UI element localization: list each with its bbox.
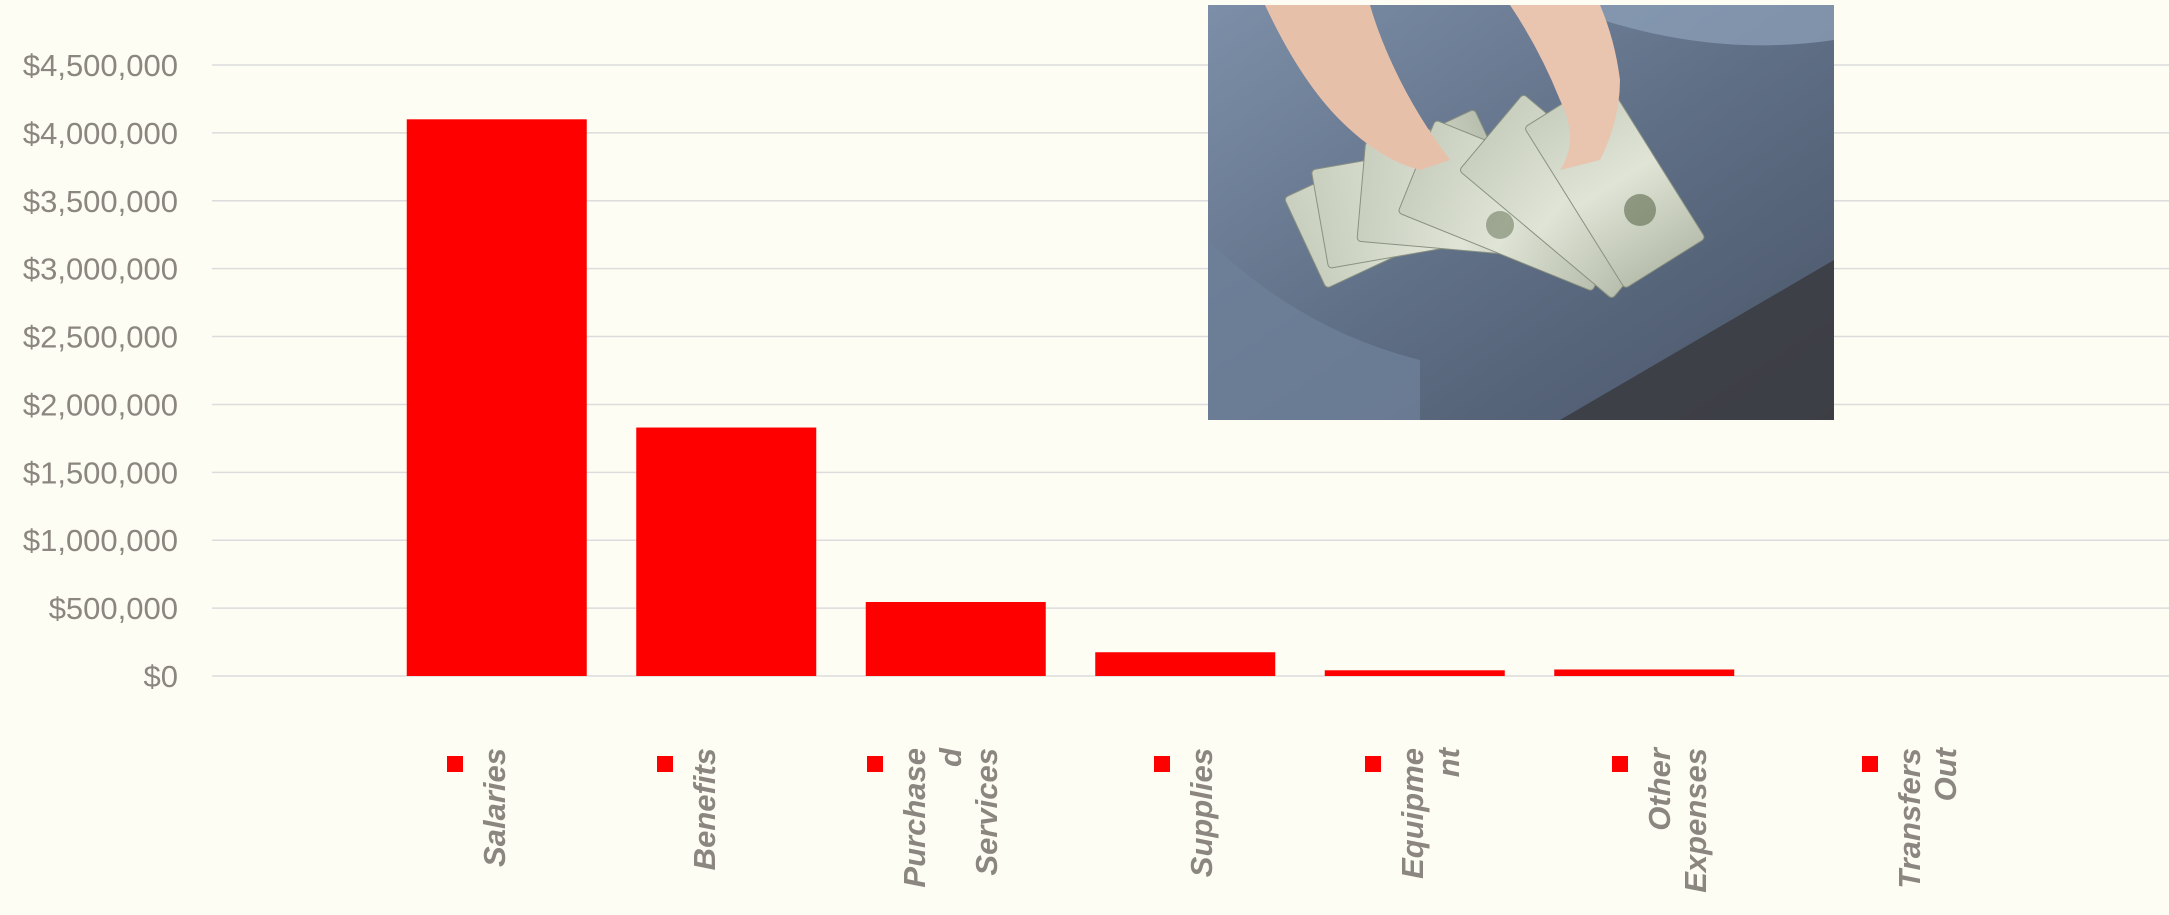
category-label-line: Other — [1642, 746, 1677, 831]
bar — [1095, 652, 1276, 676]
y-tick-label: $3,000,000 — [23, 252, 178, 287]
y-tick-label: $1,500,000 — [23, 455, 178, 490]
y-tick-label: $0 — [144, 659, 178, 694]
category-label-line: Supplies — [1184, 748, 1219, 877]
y-tick-label: $2,000,000 — [23, 387, 178, 422]
category-label: Purchase d Services — [897, 747, 1004, 888]
category-label: Equipme nt — [1395, 746, 1466, 879]
y-tick-label: $500,000 — [49, 591, 178, 626]
category-label-line: Services — [969, 748, 1004, 876]
category-label-line: Transfers — [1892, 748, 1927, 889]
y-tick-label: $4,000,000 — [23, 116, 178, 151]
category-label: Benefits — [687, 748, 722, 870]
bars — [406, 119, 1735, 677]
category-marker — [1365, 756, 1381, 772]
bar — [636, 427, 817, 676]
category-marker — [867, 756, 883, 772]
bar — [865, 602, 1046, 676]
category-label-line: Expenses — [1678, 748, 1713, 893]
category-marker — [657, 756, 673, 772]
hands — [1265, 5, 1620, 170]
category-marker — [1154, 756, 1170, 772]
category-label-line: Benefits — [687, 748, 722, 870]
category-label: Salaries — [477, 748, 512, 867]
category-marker — [1862, 756, 1878, 772]
bar — [406, 119, 587, 677]
category-label-line: Salaries — [477, 748, 512, 867]
x-axis-category-labels: Salaries Benefits Purchase d Services Supplie… — [447, 746, 1963, 893]
category-marker — [1612, 756, 1628, 772]
category-label: Supplies — [1184, 748, 1219, 877]
y-tick-label: $1,000,000 — [23, 523, 178, 558]
y-axis-tick-labels: $0 $500,000 $1,000,000 $1,500,000 $2,000,000… — [23, 48, 178, 694]
category-label-line: Purchase — [897, 748, 932, 888]
bar — [1324, 670, 1505, 676]
y-tick-label: $3,500,000 — [23, 184, 178, 219]
y-tick-label: $2,500,000 — [23, 320, 178, 355]
category-label-line: nt — [1431, 746, 1466, 777]
bar — [1554, 669, 1735, 676]
y-tick-label: $4,500,000 — [23, 48, 178, 83]
category-marker — [447, 756, 463, 772]
category-label-line: Out — [1928, 746, 1963, 801]
category-label-line: Equipme — [1395, 748, 1430, 879]
category-label: Transfers Out — [1892, 746, 1963, 888]
category-label-line: d — [933, 747, 968, 767]
category-label: Other Expenses — [1642, 746, 1713, 893]
money-photo — [1208, 5, 1834, 420]
